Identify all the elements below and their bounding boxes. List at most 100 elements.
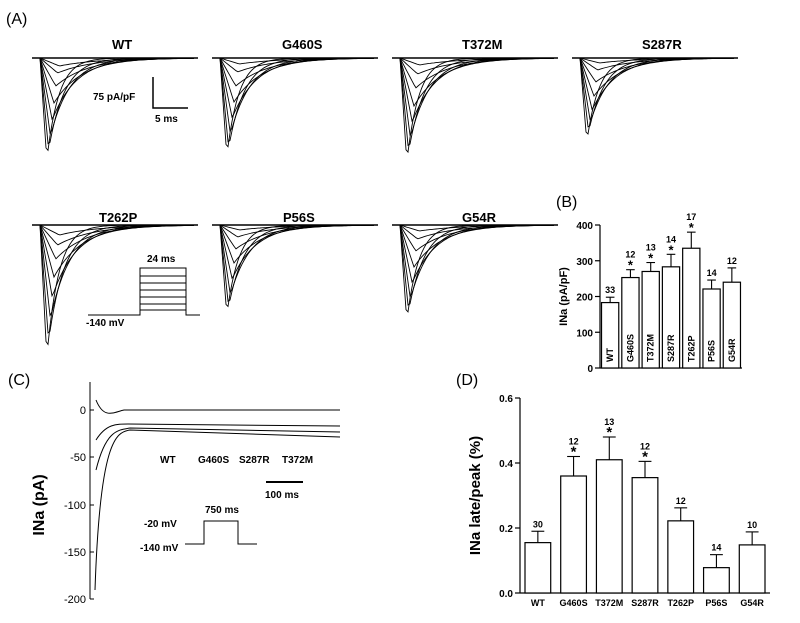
panel-c: 0 -50 -100 -150 -200 INa (pA) WT G460S S… xyxy=(31,382,341,606)
current-trace xyxy=(399,57,554,147)
y-tick-label: 0.0 xyxy=(499,589,513,600)
y-tick-label: 0.2 xyxy=(499,524,513,535)
panel-c-protocol xyxy=(185,520,257,545)
current-trace xyxy=(219,57,374,143)
protocol-hold-label: -140 mV xyxy=(86,318,125,329)
category-label: G460S xyxy=(625,334,635,362)
panel-c-ytick-3: -150 xyxy=(64,547,86,559)
n-label: 12 xyxy=(640,441,650,451)
category-label: T262P xyxy=(667,598,694,608)
panel-c-ylabel: INa (pA) xyxy=(31,474,48,535)
n-label: 17 xyxy=(686,212,696,222)
current-trace xyxy=(219,57,374,148)
current-trace xyxy=(219,224,374,238)
category-label: P56S xyxy=(707,340,717,362)
trace-label-t372m: T372M xyxy=(282,455,313,466)
significance-mark: * xyxy=(648,251,654,266)
category-label: G54R xyxy=(740,598,764,608)
category-label: T262P xyxy=(686,335,696,362)
panel-c-y-axis xyxy=(89,382,94,600)
voltage-protocol-inset xyxy=(88,267,200,316)
panel-c-scale-label: 100 ms xyxy=(265,490,299,501)
category-label: P56S xyxy=(705,598,727,608)
panel-c-ytick-1: -50 xyxy=(70,452,86,464)
current-trace xyxy=(39,57,194,121)
y-tick-label: 300 xyxy=(576,257,593,268)
current-trace xyxy=(399,57,554,123)
bar xyxy=(524,542,552,594)
n-label: 14 xyxy=(707,268,717,278)
n-label: 12 xyxy=(569,437,579,447)
bar xyxy=(595,459,623,594)
trace-title-g54r: G54R xyxy=(462,210,497,225)
panel-c-label: (C) xyxy=(8,372,30,389)
y-tick-label: 0.6 xyxy=(499,394,513,405)
panel-c-protocol-step: -20 mV xyxy=(144,519,177,530)
scale-bar xyxy=(152,77,188,109)
current-trace xyxy=(219,224,374,303)
category-label: WT xyxy=(605,348,615,362)
trace-family-3 xyxy=(572,57,738,135)
trace-title-wt: WT xyxy=(112,37,132,52)
current-trace xyxy=(579,57,734,135)
current-trace xyxy=(579,57,734,71)
n-label: 12 xyxy=(625,250,635,260)
significance-mark: * xyxy=(689,220,695,235)
trace-title-p56s: P56S xyxy=(283,210,315,225)
trace-label-wt: WT xyxy=(160,455,176,466)
y-tick-label: 200 xyxy=(576,293,593,304)
n-label: 12 xyxy=(727,256,737,266)
y-tick-label: 400 xyxy=(576,221,593,232)
trace-late-g460s xyxy=(95,423,341,441)
trace-label-s287r: S287R xyxy=(239,455,270,466)
significance-mark: * xyxy=(571,444,577,461)
bar xyxy=(631,477,659,594)
trace-late-s287r xyxy=(95,427,341,471)
bar xyxy=(560,475,588,594)
significance-mark: * xyxy=(628,258,634,273)
current-trace xyxy=(219,57,374,119)
current-trace xyxy=(219,224,375,280)
current-trace xyxy=(39,57,194,152)
protocol-duration-label: 24 ms xyxy=(147,254,176,265)
category-label: S287R xyxy=(666,334,676,362)
current-trace xyxy=(39,224,194,334)
current-trace xyxy=(399,224,554,313)
current-trace xyxy=(219,224,374,308)
panel-b-label: (B) xyxy=(556,194,577,211)
y-tick-label: 0 xyxy=(587,364,593,375)
current-trace xyxy=(39,224,194,346)
current-trace xyxy=(399,57,554,154)
panel-d-label: (D) xyxy=(456,372,478,389)
bar xyxy=(667,520,695,594)
n-label: 13 xyxy=(604,417,614,427)
n-label: 33 xyxy=(605,285,615,295)
category-label: S287R xyxy=(631,598,659,608)
y-tick-label: 100 xyxy=(576,328,593,339)
panel-c-ytick-4: -200 xyxy=(64,594,86,606)
trace-label-g460s: G460S xyxy=(198,455,229,466)
trace-family-4 xyxy=(32,224,198,346)
y-axis-label: INa (pA/pF) xyxy=(558,267,570,326)
current-trace xyxy=(399,57,554,75)
category-label: WT xyxy=(531,598,545,608)
y-tick-label: 0.4 xyxy=(499,459,513,470)
trace-family-6 xyxy=(392,224,558,313)
panel-a-traces: WT G460S T372M S287R T262P P56S G54R 75 … xyxy=(32,37,738,346)
trace-family-2 xyxy=(392,57,558,154)
n-label: 14 xyxy=(666,234,676,244)
category-label: T372M xyxy=(595,598,623,608)
scale-bar-time-label: 5 ms xyxy=(155,114,178,125)
current-trace xyxy=(579,57,735,111)
panel-c-ytick-2: -100 xyxy=(64,500,86,512)
category-label: G54R xyxy=(727,338,737,362)
current-trace xyxy=(39,224,194,279)
trace-late-t372m xyxy=(94,429,341,591)
n-label: 13 xyxy=(646,243,656,253)
category-label: G460S xyxy=(560,598,588,608)
significance-mark: * xyxy=(606,424,612,441)
current-trace xyxy=(399,224,554,284)
bar xyxy=(702,567,730,594)
